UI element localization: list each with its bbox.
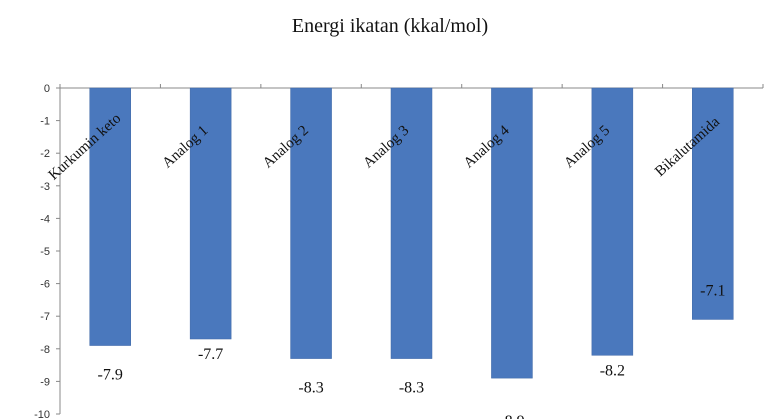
- bar: [692, 87, 734, 320]
- data-label: -8.2: [600, 362, 625, 379]
- y-tick-label: -7: [40, 311, 50, 323]
- bar: [390, 87, 433, 359]
- y-tick-label: -3: [40, 181, 50, 193]
- bar: [189, 87, 232, 340]
- data-label: -8.3: [298, 380, 323, 397]
- y-tick-label: -10: [34, 409, 50, 419]
- y-tick-label: -9: [40, 376, 50, 388]
- data-label: -7.1: [700, 282, 725, 299]
- y-tick-label: -2: [40, 148, 50, 160]
- bar: [491, 87, 533, 379]
- y-tick-label: 0: [44, 83, 50, 95]
- data-label: -7.9: [98, 367, 123, 384]
- y-tick-label: -5: [40, 246, 50, 258]
- y-tick-label: -1: [40, 116, 50, 128]
- data-label: -8.9: [499, 413, 524, 419]
- bar: [89, 87, 131, 346]
- y-tick-label: -6: [40, 279, 50, 291]
- bar: [591, 87, 634, 356]
- data-label: -8.3: [399, 380, 424, 397]
- y-tick-label: -4: [40, 213, 50, 225]
- chart-title: Energi ikatan (kkal/mol): [291, 15, 489, 37]
- bar: [290, 87, 332, 359]
- data-label: -7.7: [198, 346, 223, 363]
- y-tick-label: -8: [40, 344, 50, 356]
- chart-bars: [89, 87, 734, 379]
